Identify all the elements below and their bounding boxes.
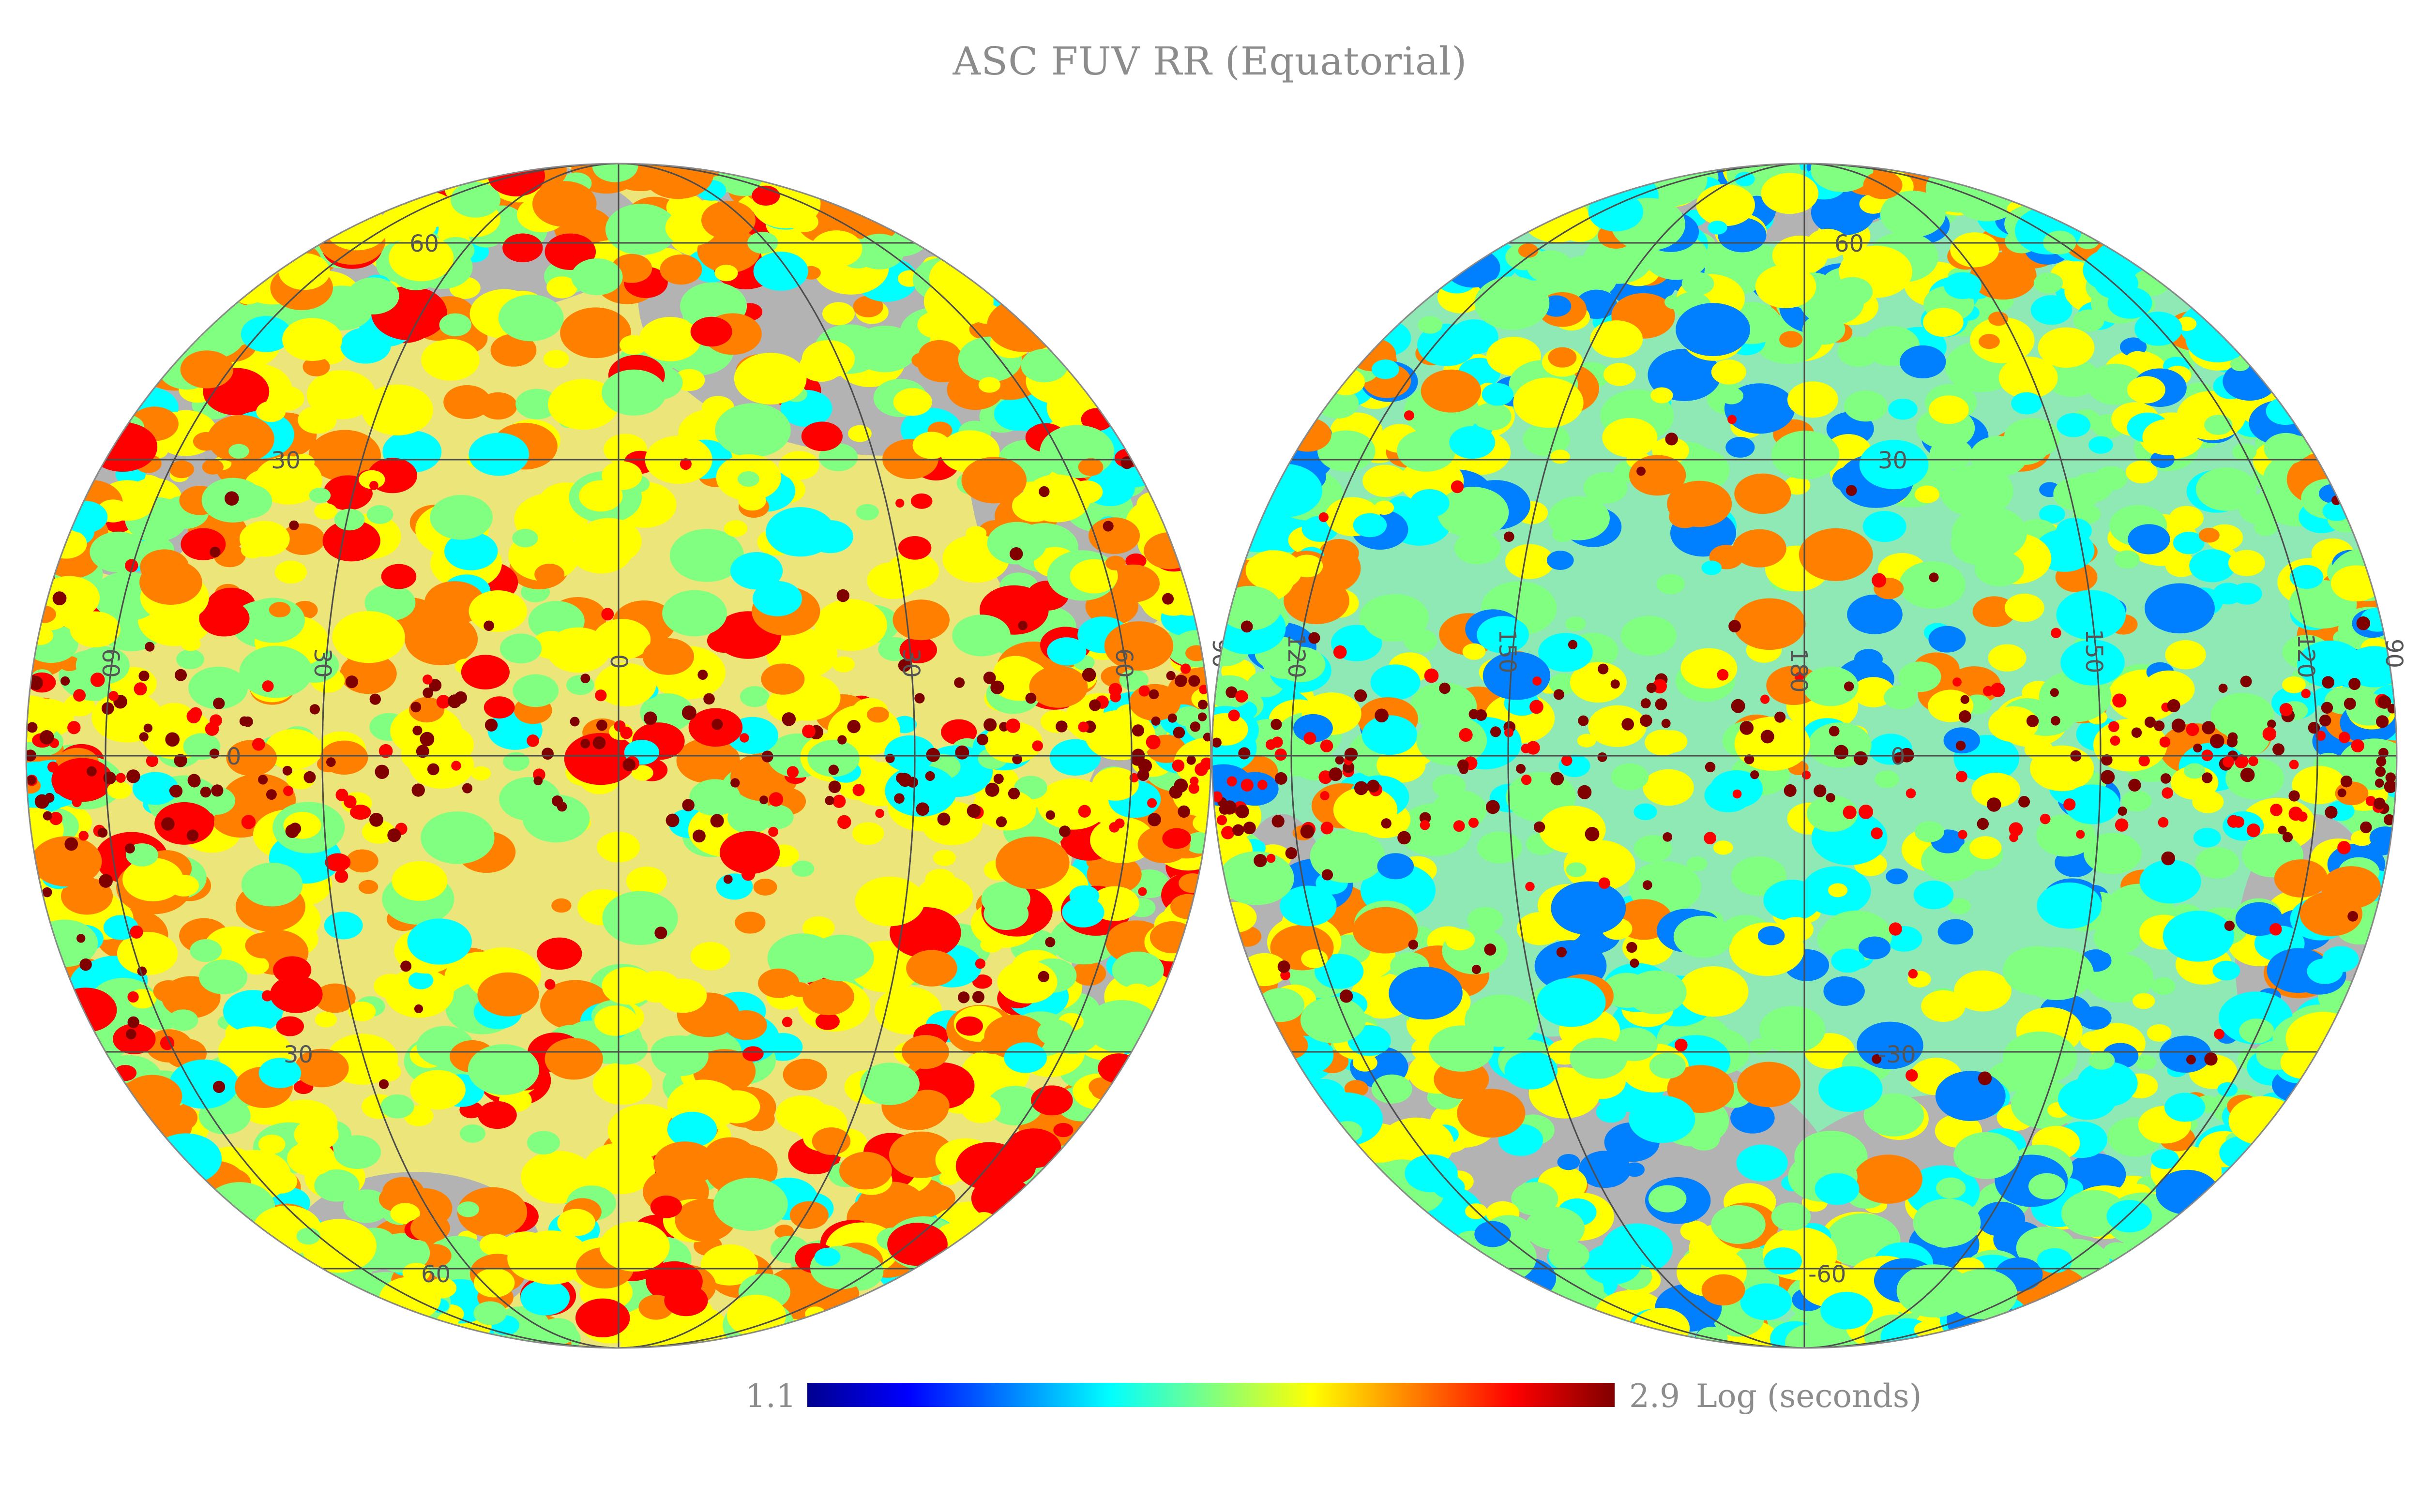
right-meridian-label-150w: 150 <box>1494 629 1521 674</box>
left-parallel-label-30n: 30 <box>271 447 301 474</box>
right-parallel-label-60s: -60 <box>1808 1261 1846 1288</box>
map-title: ASC FUV RR (Equatorial) <box>953 39 1467 84</box>
colorbar-max-label: 2.9 <box>1629 1377 1680 1415</box>
hemisphere-left-outline <box>25 163 1212 1349</box>
hemisphere-right-data <box>1212 164 2397 1348</box>
hemisphere-left: 60 30 0 30 60 60 30 0 30 60 90 <box>25 163 1234 1349</box>
left-meridian-label-0: 0 <box>605 654 632 669</box>
left-parallel-label-60n: 60 <box>409 230 439 257</box>
colorbar-unit-label: Log (seconds) <box>1696 1377 1922 1415</box>
left-meridian-label-60w: 60 <box>97 648 124 678</box>
left-meridian-label-30e: 30 <box>897 648 924 678</box>
hemisphere-right: 60 30 0 -30 -60 120 150 180 150 120 90 <box>1211 163 2407 1349</box>
colorbar-min-label: 1.1 <box>745 1377 796 1415</box>
right-parallel-label-60n: 60 <box>1834 230 1864 257</box>
left-parallel-label-30s: 30 <box>284 1041 313 1068</box>
hemisphere-left-graticule <box>26 164 1211 1348</box>
left-meridian-label-30w: 30 <box>309 648 336 678</box>
right-meridian-label-120w: 120 <box>1283 634 1310 678</box>
hemisphere-left-data <box>26 164 1211 1348</box>
colorbar: 1.1 2.9 Log (seconds) <box>745 1377 1922 1415</box>
right-parallel-label-0: 0 <box>1891 743 1906 770</box>
right-parallel-label-30n: 30 <box>1878 447 1907 474</box>
colorbar-gradient <box>807 1383 1615 1407</box>
right-meridian-label-120e: 120 <box>2292 634 2319 678</box>
right-meridian-label-150e: 150 <box>2080 629 2107 674</box>
left-parallel-label-60s: 60 <box>421 1261 451 1288</box>
hemisphere-right-outline <box>1211 163 2398 1349</box>
hemisphere-right-graticule <box>1212 164 2397 1348</box>
left-meridian-label-60e: 60 <box>1110 648 1137 678</box>
right-parallel-label-30s: -30 <box>1878 1041 1916 1068</box>
left-parallel-label-0: 0 <box>227 743 242 770</box>
right-meridian-label-90e: 90 <box>2380 639 2407 668</box>
right-meridian-label-180: 180 <box>1785 648 1812 693</box>
